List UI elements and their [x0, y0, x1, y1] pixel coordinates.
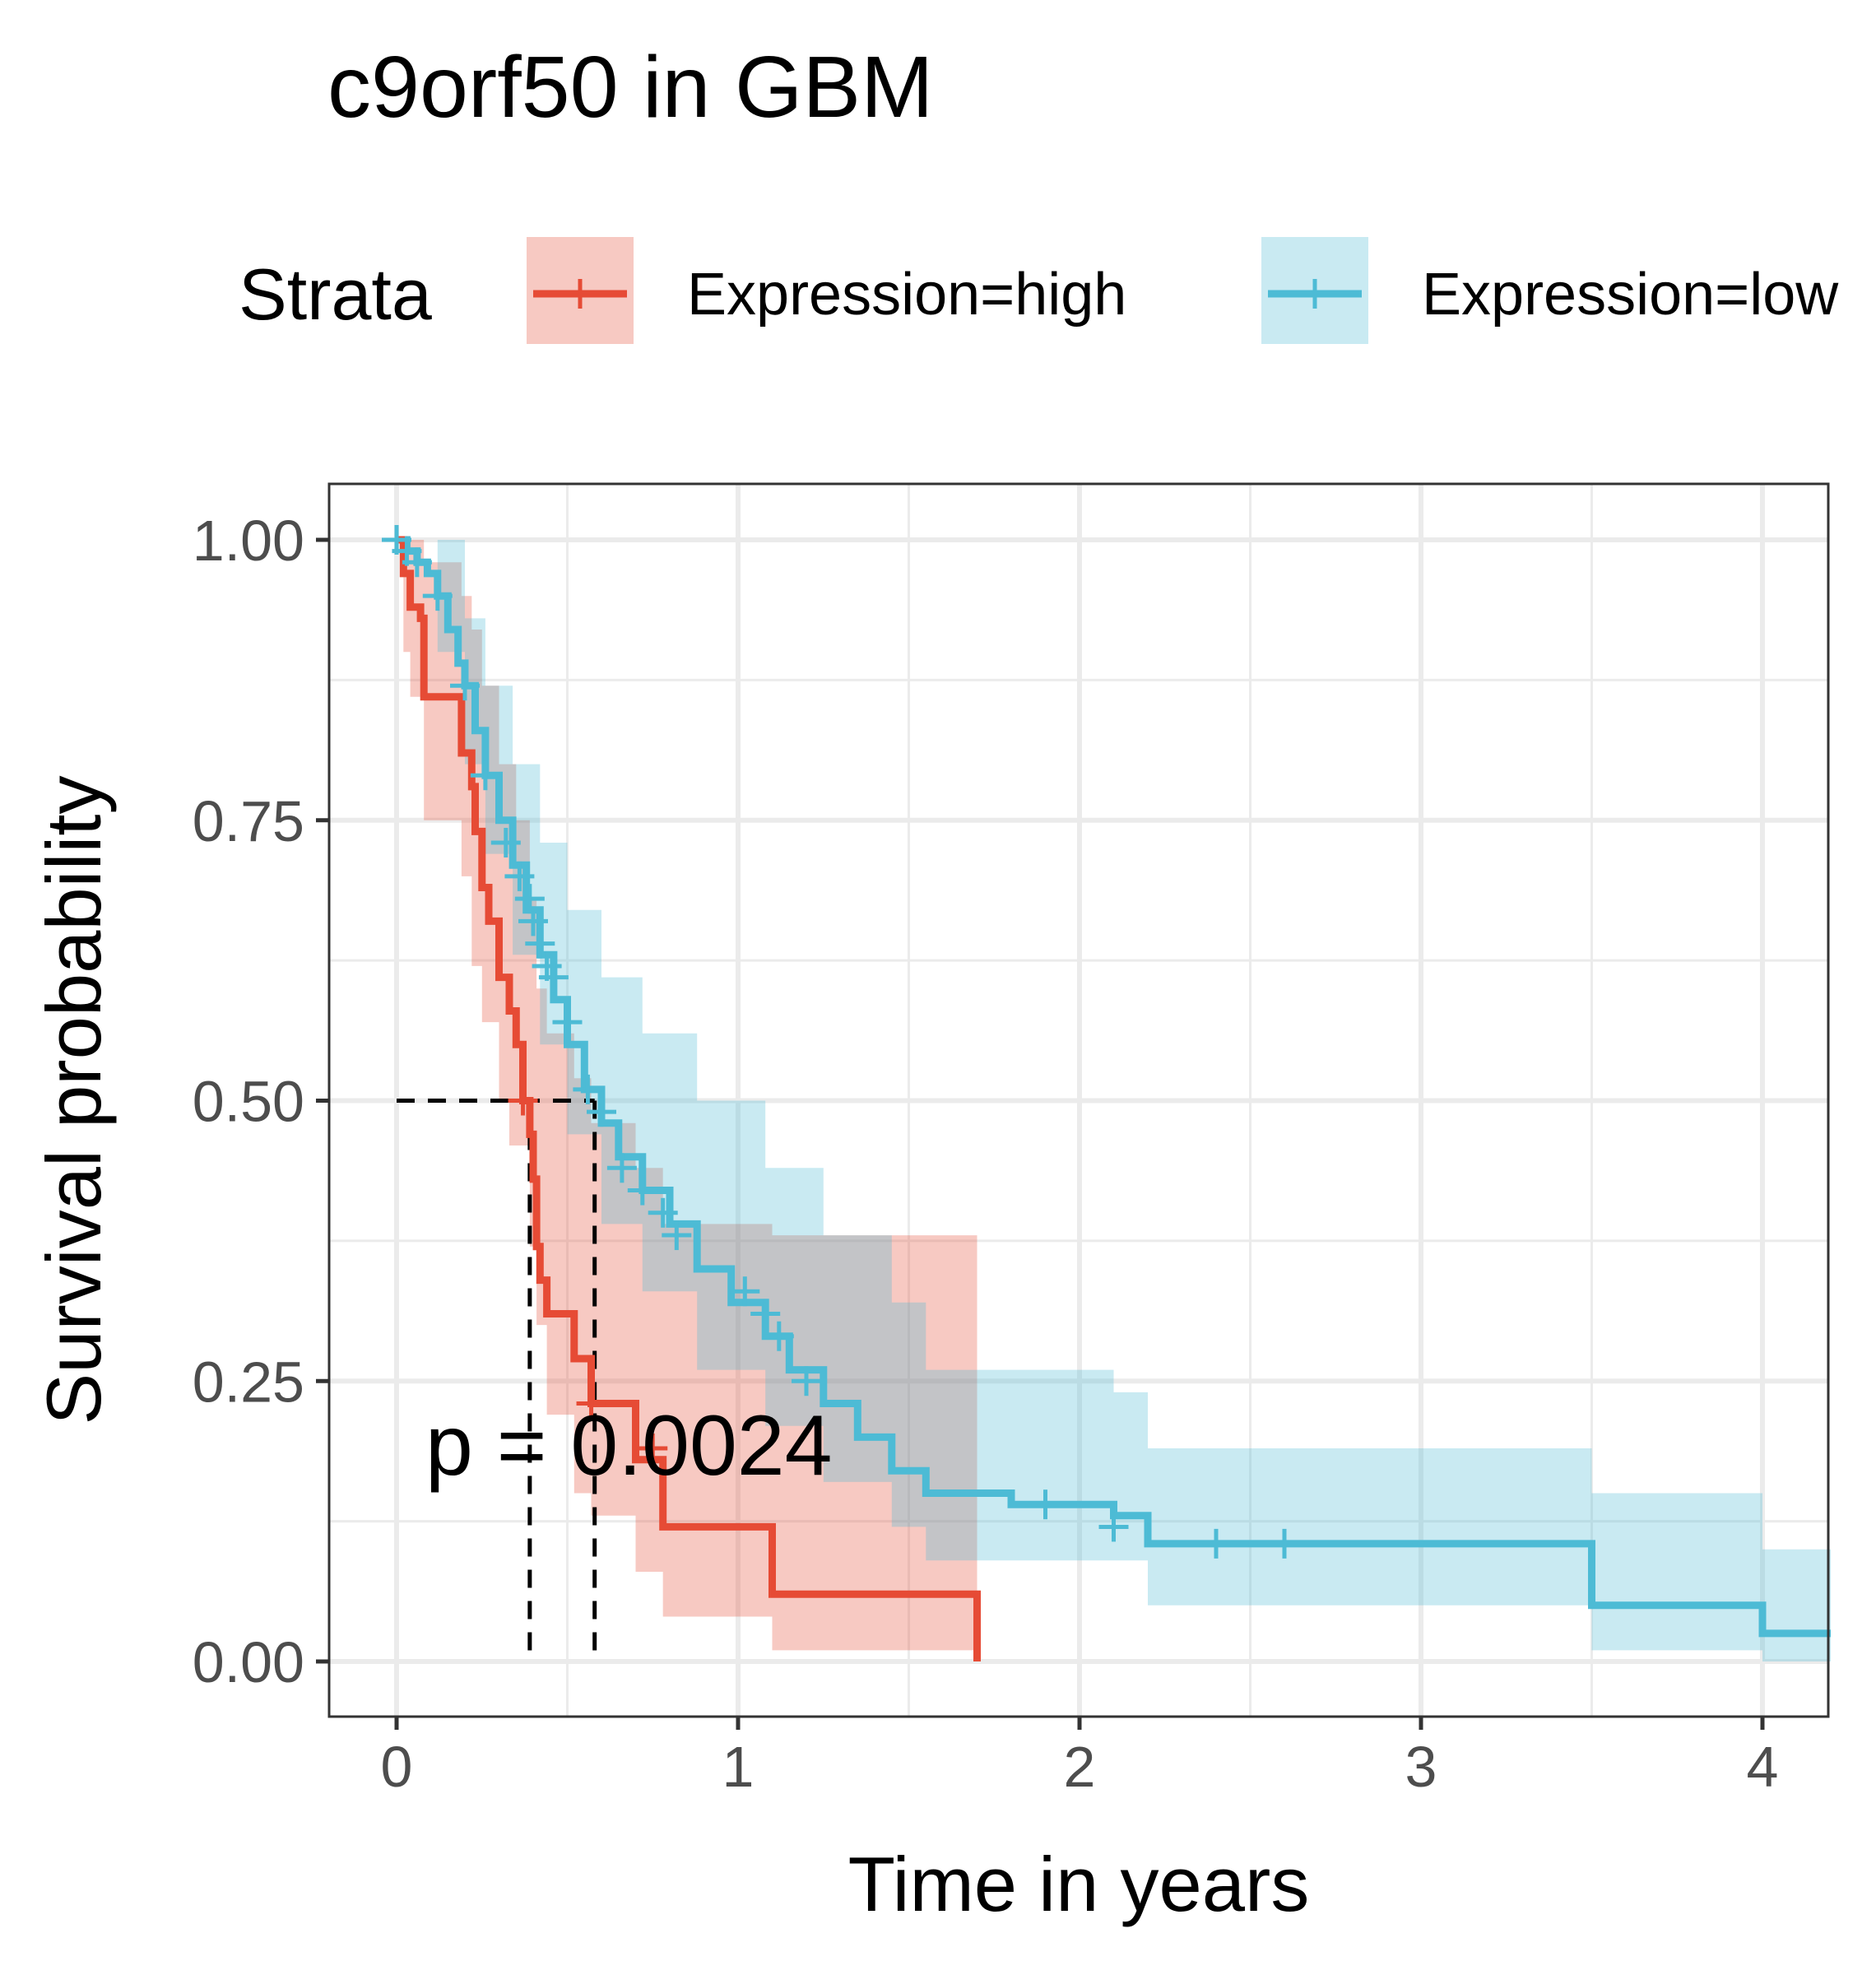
censor-mark-low	[504, 861, 535, 891]
censor-mark-low	[764, 1321, 794, 1351]
censor-mark-low	[730, 1276, 760, 1307]
censor-mark-low	[538, 962, 569, 992]
censor-mark-low	[422, 581, 453, 611]
censor-mark-low	[750, 1299, 781, 1329]
censor-mark-low	[792, 1366, 821, 1396]
x-tick-label: 2	[1064, 1735, 1096, 1799]
censor-mark-low	[1201, 1528, 1231, 1559]
censor-mark-low	[402, 547, 432, 578]
ci-band-high	[397, 540, 977, 1651]
chart-title: c9orf50 in GBM	[327, 39, 933, 136]
censor-mark-low	[552, 1007, 583, 1038]
legend: Strata Expression=high Expression=low	[239, 237, 1839, 344]
censor-mark-low	[490, 828, 521, 858]
legend-item-high: Expression=high	[527, 237, 1126, 344]
y-tick-label: 0.25	[193, 1350, 304, 1414]
censor-mark-low	[1270, 1528, 1299, 1559]
censor-mark-low	[450, 671, 480, 701]
censor-mark-low	[606, 1153, 637, 1183]
x-tick-label: 1	[722, 1735, 755, 1799]
y-tick-label: 0.75	[193, 789, 304, 853]
legend-label-high: Expression=high	[687, 262, 1126, 328]
confidence-bands	[397, 540, 1831, 1661]
censor-mark-low	[662, 1220, 692, 1251]
censor-mark-low	[1030, 1489, 1061, 1520]
censor-mark-low	[648, 1197, 678, 1228]
y-axis-title: Survival probability	[30, 776, 117, 1425]
censor-mark-low	[627, 1175, 657, 1206]
censor-mark-low	[514, 884, 545, 914]
censor-mark-low	[587, 1097, 616, 1127]
censor-mark-high	[576, 1388, 606, 1419]
censor-mark-high	[638, 1434, 668, 1464]
x-axis-title: Time in years	[848, 1841, 1310, 1927]
y-tick-label: 0.00	[193, 1630, 304, 1694]
x-tick-label: 3	[1405, 1735, 1437, 1799]
p-value-annotation: p = 0.0024	[425, 1398, 832, 1494]
censor-mark-low	[1098, 1512, 1129, 1542]
censor-marks	[382, 525, 1299, 1559]
y-tick-label: 0.50	[193, 1070, 304, 1134]
censor-mark-low	[518, 906, 548, 936]
censor-mark-low	[573, 1074, 603, 1104]
y-axis: 0.00 0.25 0.50 0.75 1.00	[193, 509, 329, 1694]
legend-label-low: Expression=low	[1422, 262, 1839, 328]
x-axis: 0 1 2 3 4	[381, 1717, 1779, 1799]
x-tick-label: 4	[1747, 1735, 1779, 1799]
y-tick-label: 1.00	[193, 509, 304, 573]
x-tick-label: 0	[381, 1735, 413, 1799]
median-lines	[397, 1099, 597, 1661]
legend-title: Strata	[239, 253, 432, 335]
ci-band-low	[397, 540, 1831, 1661]
censor-mark-high	[508, 1085, 538, 1116]
legend-item-low: Expression=low	[1261, 237, 1839, 344]
censor-mark-low	[525, 928, 555, 959]
censor-mark-low	[470, 760, 500, 791]
